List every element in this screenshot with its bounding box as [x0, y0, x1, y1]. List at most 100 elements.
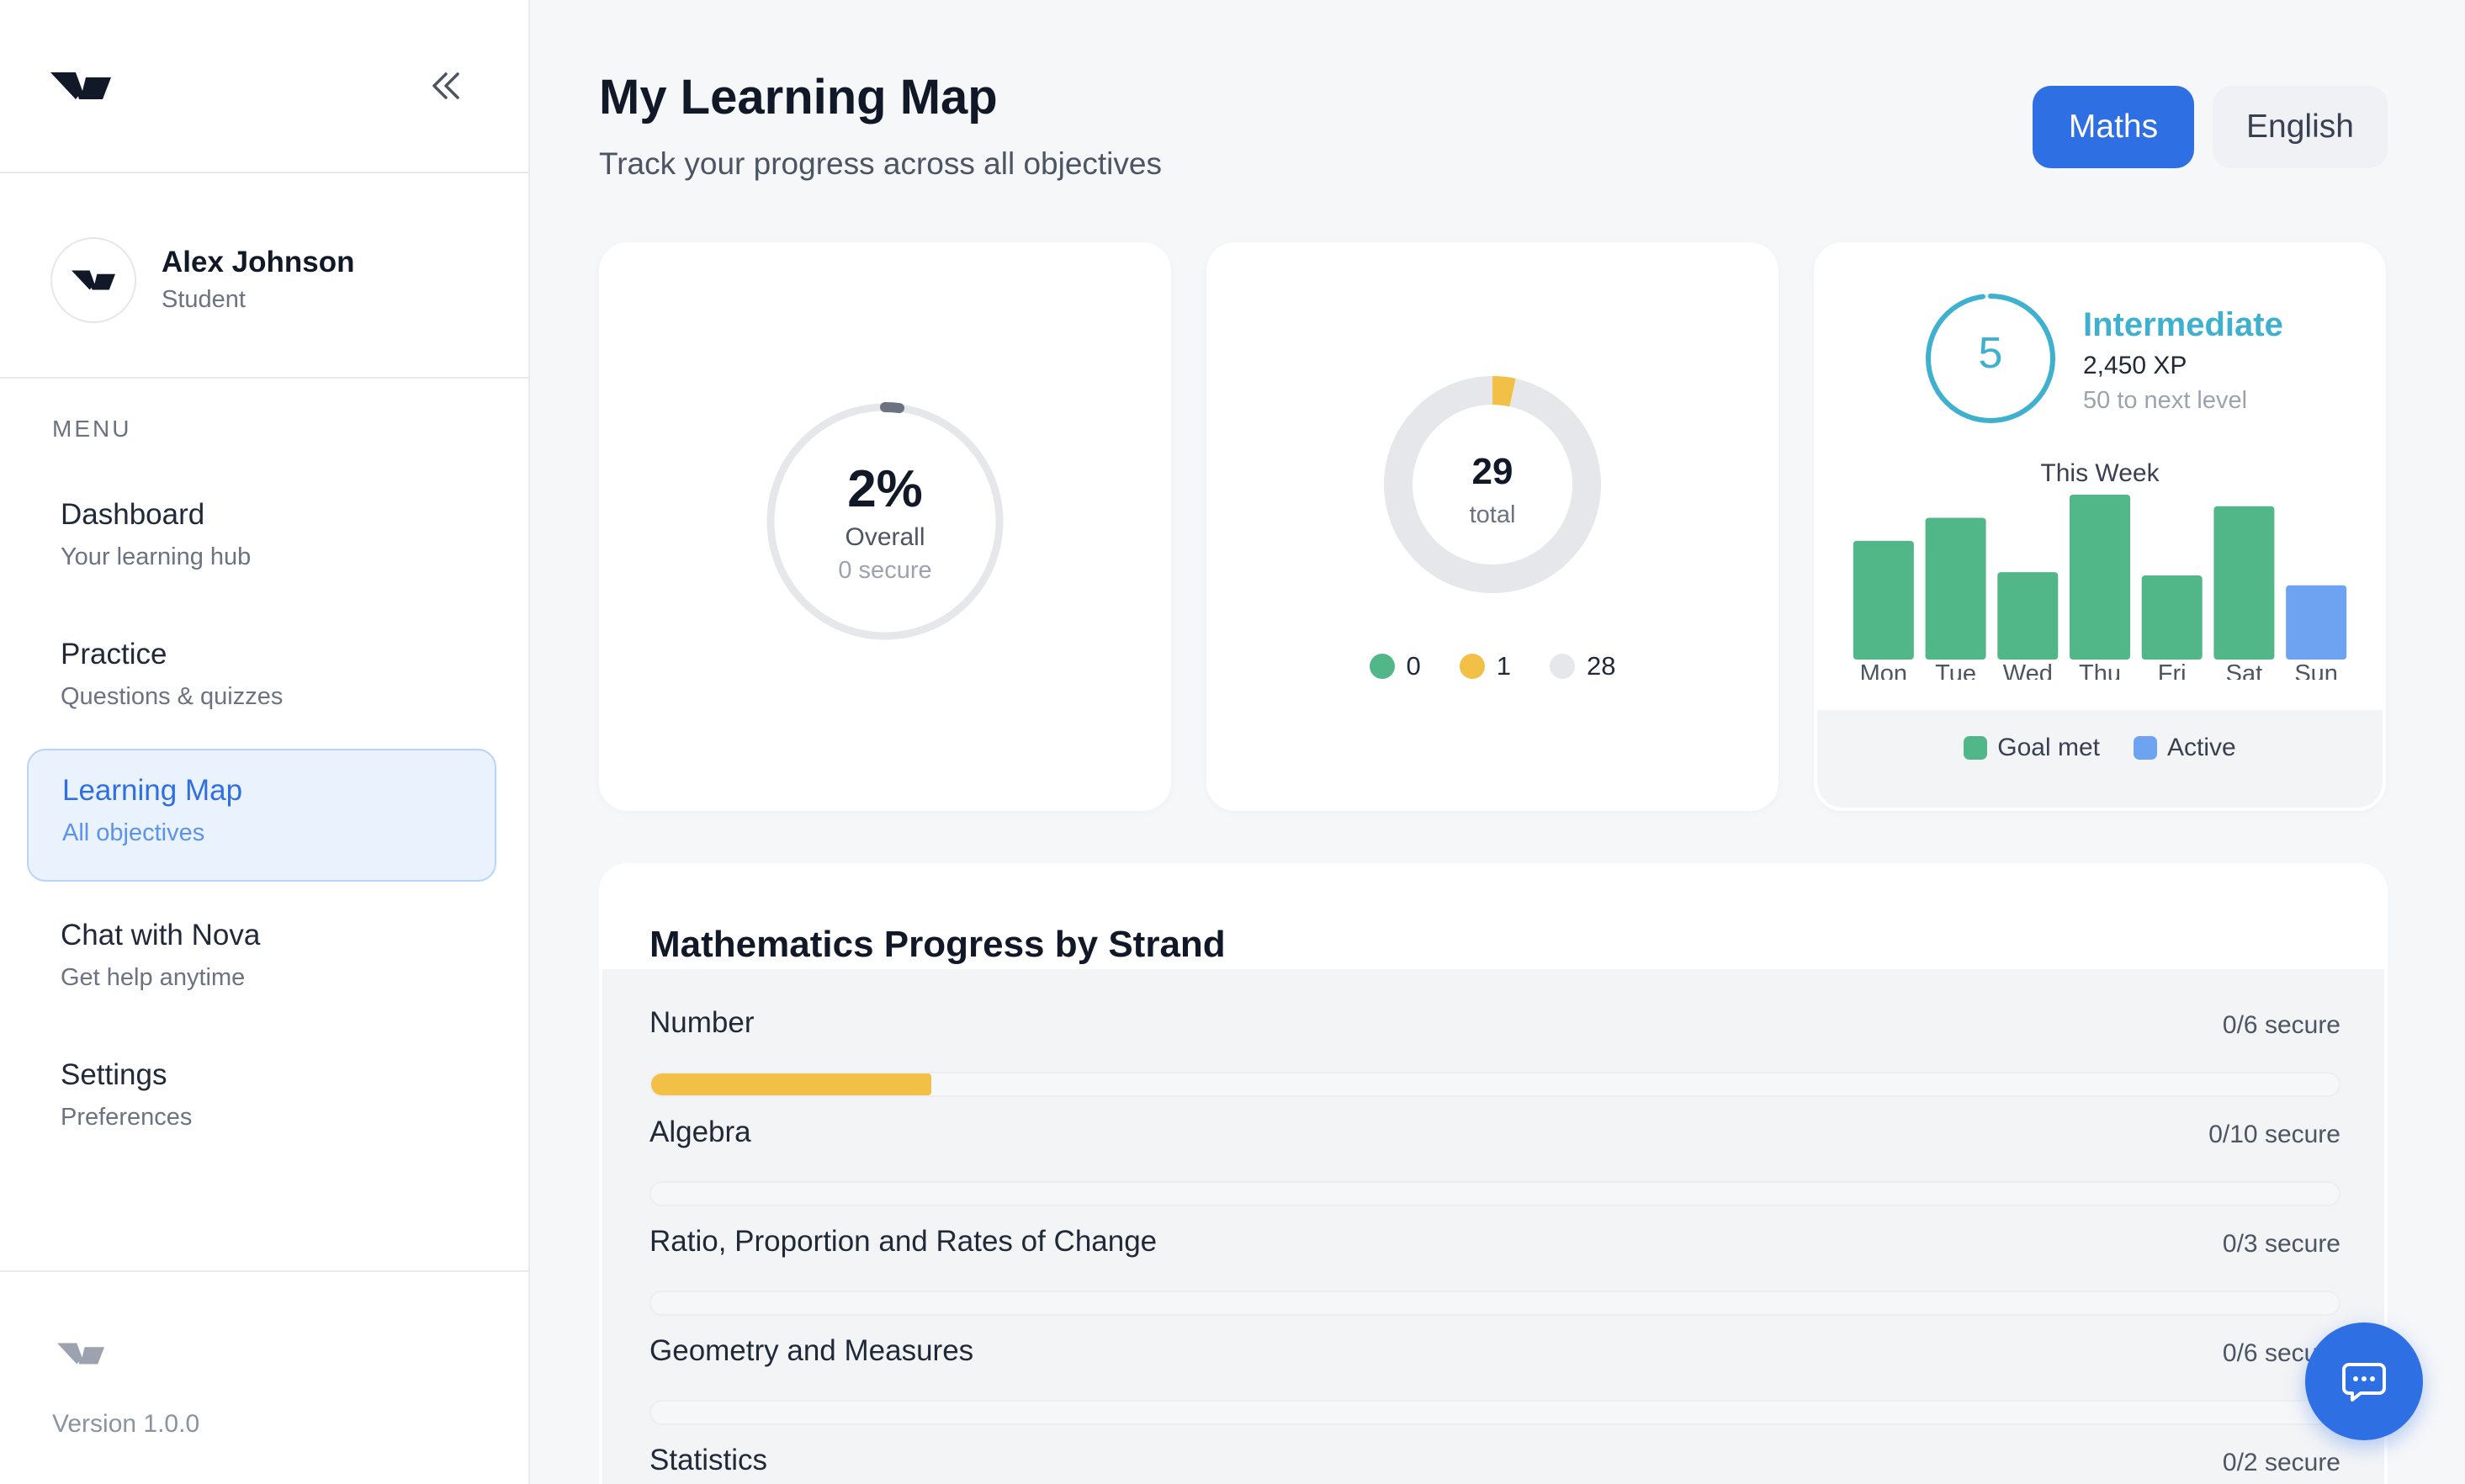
blue-square-icon [2134, 736, 2157, 760]
bar-thu [2070, 495, 2130, 660]
objectives-total: 29 [1471, 451, 1513, 492]
week-chart-title: This Week [2040, 459, 2160, 487]
strand-row-statistics[interactable]: Statistics 0/2 secure [649, 1423, 2340, 1484]
strand-progress-track [649, 1072, 2340, 1097]
weekly-activity-chart: Mon Tue Wed Thu Fri Sat Sun [1853, 495, 2347, 680]
sidebar: Alex Johnson Student MENU Dashboard Your… [0, 0, 530, 1484]
overall-secure-count: 0 secure [838, 557, 932, 584]
level-progress-arc [1926, 294, 2055, 423]
brand-logo-icon[interactable] [50, 71, 111, 101]
green-square-icon [1964, 736, 1988, 760]
donut-segment [1384, 376, 1601, 593]
legend-not-started: 28 [1550, 651, 1615, 681]
nav-item-subtitle: Questions & quizzes [61, 683, 284, 710]
legend-label: Goal met [1997, 734, 2100, 761]
strand-row-ratio[interactable]: Ratio, Proportion and Rates of Change 0/… [649, 1205, 2340, 1316]
nav-item-subtitle: All objectives [62, 819, 205, 846]
nav-item-subtitle: Your learning hub [61, 543, 252, 570]
tick-label-tue: Tue [1935, 660, 1976, 680]
tick-label-fri: Fri [2158, 660, 2187, 680]
bar-sun [2286, 585, 2347, 660]
nav-item-practice[interactable]: Practice Questions & quizzes [27, 614, 496, 747]
gray-dot-icon [1550, 654, 1575, 679]
chat-fab-button[interactable] [2305, 1322, 2423, 1440]
footer-logo-icon [57, 1343, 104, 1365]
legend-secure: 0 [1369, 651, 1421, 681]
strand-name: Number [649, 1006, 755, 1039]
level-next: 50 to next level [2083, 387, 2248, 414]
subject-maths-button[interactable]: Maths [2033, 86, 2194, 168]
tick-label-mon: Mon [1860, 660, 1907, 680]
nav-item-title: Dashboard [61, 498, 205, 531]
strand-count: 0/6 secure [2222, 1011, 2340, 1039]
avatar[interactable] [50, 237, 136, 323]
nav-item-chat-with-nova[interactable]: Chat with Nova Get help anytime [27, 895, 496, 1028]
tick-label-sun: Sun [2294, 660, 2338, 680]
strand-name: Ratio, Proportion and Rates of Change [649, 1225, 1158, 1258]
strand-progress-track [649, 1291, 2340, 1316]
legend-count: 1 [1496, 651, 1511, 681]
strand-count: 0/2 secure [2222, 1449, 2340, 1476]
bar-tue [1925, 517, 1986, 660]
strand-name: Statistics [649, 1444, 768, 1476]
objectives-donut [1384, 376, 1601, 593]
nav-item-settings[interactable]: Settings Preferences [27, 1035, 496, 1168]
strand-count: 0/10 secure [2208, 1121, 2340, 1148]
strand-count: 0/3 secure [2222, 1230, 2340, 1258]
nav-item-title: Settings [61, 1058, 167, 1091]
version-label: Version 1.0.0 [52, 1410, 200, 1438]
overall-progress-card: 2% Overall 0 secure [599, 242, 1171, 811]
nav-item-dashboard[interactable]: Dashboard Your learning hub [27, 474, 496, 607]
yellow-dot-icon [1459, 654, 1485, 679]
nav-item-title: Chat with Nova [61, 919, 261, 951]
overall-progress-arc [766, 402, 1005, 641]
week-legend: Goal met Active [1817, 734, 2383, 762]
objectives-breakdown-card: 29 total 0 1 28 [1206, 242, 1779, 811]
strand-progress-fill [651, 1073, 931, 1095]
tick-label-wed: Wed [2003, 660, 2053, 680]
chevrons-left-icon [432, 72, 459, 99]
strand-name: Algebra [649, 1116, 751, 1148]
level-name: Intermediate [2083, 306, 2283, 343]
sidebar-header [0, 0, 528, 173]
bar-wed [1997, 572, 2059, 660]
strand-progress-track [649, 1181, 2340, 1206]
nav-item-title: Learning Map [62, 774, 243, 807]
objectives-total-label: total [1469, 501, 1516, 528]
strand-progress-track [649, 1400, 2340, 1425]
bar-sat [2213, 506, 2275, 660]
overall-label: Overall [845, 523, 925, 551]
legend-label: Active [2167, 734, 2236, 761]
strand-progress-panel: Mathematics Progress by Strand Number 0/… [599, 863, 2388, 1484]
strand-name: Geometry and Measures [649, 1334, 974, 1367]
user-name: Alex Johnson [162, 246, 355, 278]
tick-label-sat: Sat [2226, 660, 2263, 680]
strand-row-algebra[interactable]: Algebra 0/10 secure [649, 1095, 2340, 1206]
avatar-logo-icon [72, 270, 115, 290]
strand-row-number[interactable]: Number 0/6 secure [649, 986, 2340, 1097]
bar-mon [1853, 540, 1914, 660]
level-progress-ring [1926, 294, 2055, 423]
bar-fri [2141, 575, 2203, 660]
subject-english-button[interactable]: English [2213, 86, 2388, 168]
legend-in-progress: 1 [1459, 651, 1511, 681]
user-role: Student [162, 286, 246, 313]
legend-active: Active [2134, 734, 2236, 762]
week-legend-strip: Goal met Active [1817, 710, 2383, 808]
sidebar-footer: Version 1.0.0 [0, 1270, 530, 1484]
overall-progress-ring [766, 402, 1005, 641]
strand-row-geometry[interactable]: Geometry and Measures 0/6 secure [649, 1314, 2340, 1425]
legend-count: 28 [1587, 651, 1616, 681]
level-xp: 2,450 XP [2083, 352, 2187, 379]
tick-label-thu: Thu [2079, 660, 2121, 680]
nav-item-learning-map[interactable]: Learning Map All objectives [27, 749, 496, 882]
chat-bubble-icon [2342, 1363, 2386, 1402]
strand-panel-title: Mathematics Progress by Strand [649, 924, 1226, 965]
level-week-card: 5 Intermediate 2,450 XP 50 to next level… [1814, 242, 2386, 811]
legend-count: 0 [1406, 651, 1421, 681]
menu-label: MENU [52, 416, 132, 442]
level-number: 5 [1978, 329, 2003, 378]
strand-list: Number 0/6 secure Algebra 0/10 secure Ra… [602, 969, 2384, 1484]
collapse-sidebar-button[interactable] [421, 61, 471, 111]
page-subtitle: Track your progress across all objective… [599, 146, 1162, 181]
